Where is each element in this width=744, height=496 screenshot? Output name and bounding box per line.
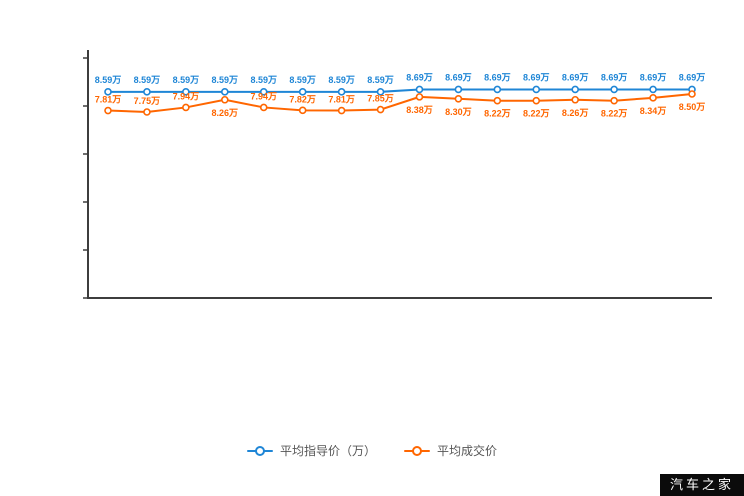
svg-text:8.69万: 8.69万 (523, 72, 550, 82)
svg-text:8.59万: 8.59万 (95, 75, 122, 85)
chart-legend: 平均指导价（万） 平均成交价 (0, 442, 744, 459)
svg-text:8.69万: 8.69万 (640, 72, 667, 82)
legend-ring-icon (412, 445, 422, 456)
svg-text:8.26万: 8.26万 (562, 108, 589, 118)
svg-text:8.69万: 8.69万 (601, 72, 628, 82)
svg-text:8.22万: 8.22万 (601, 109, 628, 119)
svg-text:8.34万: 8.34万 (640, 106, 667, 116)
svg-text:8.30万: 8.30万 (445, 107, 472, 117)
svg-text:8.22万: 8.22万 (523, 109, 550, 119)
legend-label-guide-price: 平均指导价（万） (279, 444, 376, 458)
autohome-watermark: 汽车之家 (659, 474, 744, 496)
svg-text:8.50万: 8.50万 (679, 102, 706, 112)
svg-text:7.81万: 7.81万 (95, 95, 122, 105)
svg-text:8.59万: 8.59万 (367, 75, 394, 85)
svg-text:7.81万: 7.81万 (328, 95, 355, 105)
svg-text:8.38万: 8.38万 (406, 105, 433, 115)
svg-text:7.82万: 7.82万 (289, 94, 316, 104)
legend-item-deal-price: 平均成交价 (404, 442, 497, 459)
legend-marker-orange-icon (404, 445, 430, 457)
svg-text:7.94万: 7.94万 (173, 91, 200, 101)
svg-text:8.59万: 8.59万 (289, 75, 316, 85)
svg-text:8.59万: 8.59万 (134, 75, 161, 85)
legend-label-deal-price: 平均成交价 (437, 444, 498, 458)
svg-text:8.69万: 8.69万 (679, 72, 706, 82)
svg-text:8.69万: 8.69万 (484, 72, 511, 82)
svg-text:8.69万: 8.69万 (562, 72, 589, 82)
svg-text:8.22万: 8.22万 (484, 109, 511, 119)
price-trend-chart: 8.59万 8.59万 8.59万 8.59万 8.59万 8.59万 8.59万 8.59万… (83, 50, 712, 299)
svg-text:7.75万: 7.75万 (134, 96, 161, 106)
legend-ring-icon (254, 445, 265, 456)
svg-text:7.85万: 7.85万 (367, 94, 394, 104)
svg-text:8.69万: 8.69万 (445, 72, 472, 82)
legend-marker-blue-icon (246, 445, 273, 457)
svg-text:8.59万: 8.59万 (250, 75, 277, 85)
svg-text:8.26万: 8.26万 (212, 108, 239, 118)
svg-text:8.59万: 8.59万 (212, 75, 239, 85)
svg-text:7.94万: 7.94万 (250, 91, 277, 101)
svg-text:8.59万: 8.59万 (173, 75, 200, 85)
legend-item-guide-price: 平均指导价（万） (246, 442, 376, 459)
svg-text:8.69万: 8.69万 (406, 72, 433, 82)
svg-text:8.59万: 8.59万 (328, 75, 355, 85)
